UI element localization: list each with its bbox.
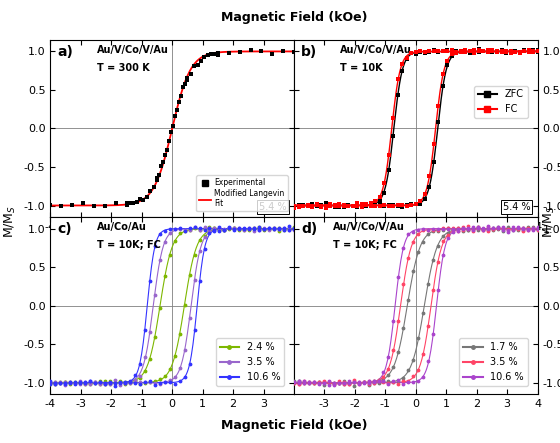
Text: T = 10K; FC: T = 10K; FC xyxy=(97,240,161,250)
Text: Au/Co/Au: Au/Co/Au xyxy=(97,222,147,233)
Text: T = 10K: T = 10K xyxy=(340,63,383,73)
Legend: 2.4 %, 3.5 %, 10.6 %: 2.4 %, 3.5 %, 10.6 % xyxy=(216,338,284,386)
Text: d): d) xyxy=(301,222,318,237)
Text: 5.4 %: 5.4 % xyxy=(503,202,530,212)
Text: b): b) xyxy=(301,45,318,59)
Legend: 1.7 %, 3.5 %, 10.6 %: 1.7 %, 3.5 %, 10.6 % xyxy=(459,338,528,386)
Text: Magnetic Field (kOe): Magnetic Field (kOe) xyxy=(221,419,367,431)
Text: M/M$_S$: M/M$_S$ xyxy=(3,205,18,238)
Text: Magnetic Field (kOe): Magnetic Field (kOe) xyxy=(221,12,367,24)
Text: Au/V/Co/V/Au: Au/V/Co/V/Au xyxy=(97,45,169,55)
Text: M/M$_S$: M/M$_S$ xyxy=(542,205,557,238)
Text: c): c) xyxy=(58,222,72,237)
Legend: Experimental, Modified Langevin
Fit: Experimental, Modified Langevin Fit xyxy=(196,175,288,211)
Text: Au/V/Co/V/Au: Au/V/Co/V/Au xyxy=(333,222,405,233)
Text: a): a) xyxy=(58,45,73,59)
Text: 5.4 %: 5.4 % xyxy=(259,202,287,212)
Legend: ZFC, FC: ZFC, FC xyxy=(474,85,528,118)
Text: T = 300 K: T = 300 K xyxy=(97,63,150,73)
Text: T = 10K; FC: T = 10K; FC xyxy=(333,240,397,250)
Text: Au/V/Co/V/Au: Au/V/Co/V/Au xyxy=(340,45,412,55)
